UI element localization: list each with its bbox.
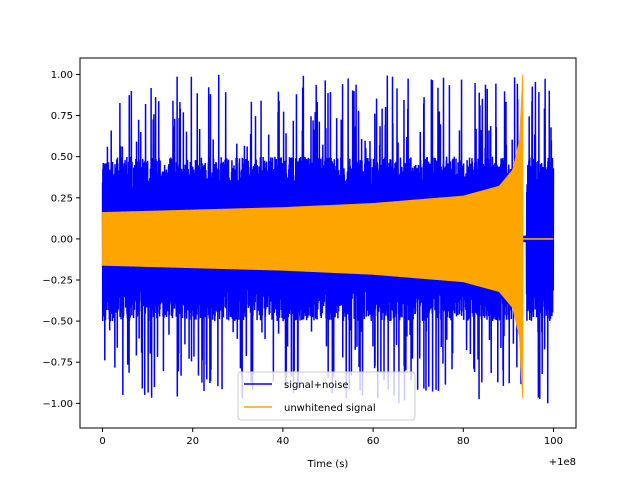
legend-box <box>237 371 416 421</box>
y-tick-label: 0.75 <box>51 111 73 122</box>
x-tick-label: 20 <box>186 436 199 447</box>
y-tick-label: 1.00 <box>51 70 73 81</box>
y-tick-label: −0.25 <box>42 276 73 287</box>
y-tick-label: 0.50 <box>51 152 73 163</box>
y-tick-label: 0.00 <box>51 234 73 245</box>
axes-frame <box>79 57 577 429</box>
y-axis: 1.00 0.75 0.50 0.25 0.00 −0.25 −0.50 −0.75 −1.00 <box>42 70 80 410</box>
legend: signal+noise unwhitened signal <box>237 371 416 421</box>
series-unwhitened-signal <box>102 74 524 399</box>
x-tick-label: 60 <box>367 436 380 447</box>
x-tick-label: 0 <box>99 436 105 447</box>
x-tick-label: 40 <box>277 436 290 447</box>
legend-label-unwhitened-signal: unwhitened signal <box>284 403 376 414</box>
y-tick-label: −1.00 <box>42 399 73 410</box>
x-tick-label: 100 <box>544 436 563 447</box>
x-axis: 0 20 40 60 80 100 <box>99 428 563 447</box>
legend-label-signal-noise: signal+noise <box>284 380 349 391</box>
y-tick-label: −0.75 <box>42 358 73 369</box>
x-tick-label: 80 <box>457 436 470 447</box>
x-axis-offset-label: +1e8 <box>549 457 576 468</box>
y-tick-label: 0.25 <box>51 193 73 204</box>
plot-area <box>101 74 555 404</box>
y-tick-label: −0.50 <box>42 317 73 328</box>
x-axis-label: Time (s) <box>307 459 349 470</box>
